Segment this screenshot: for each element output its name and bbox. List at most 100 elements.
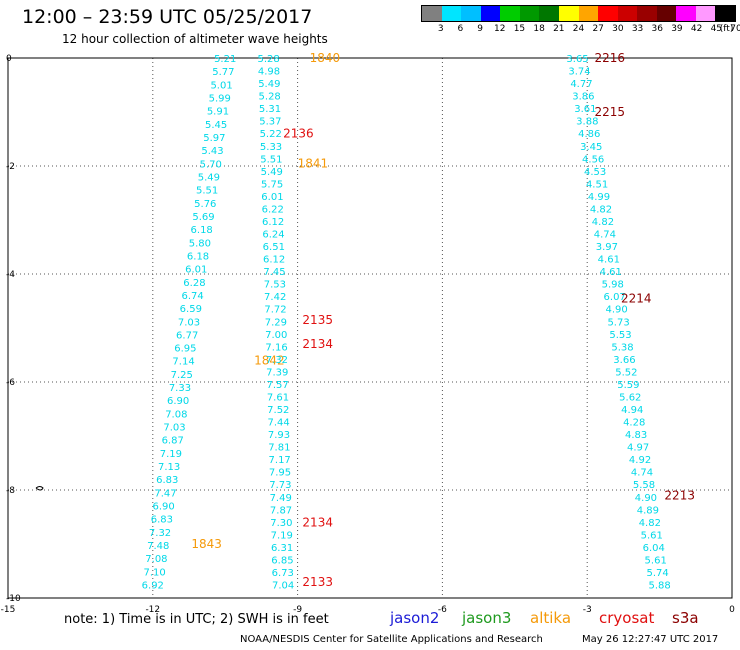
swh-value-label: 5.37 (259, 117, 281, 128)
swh-value-label: 6.18 (191, 225, 213, 236)
swh-value-label: 4.86 (578, 129, 600, 140)
y-tick-label: -4 (6, 270, 15, 280)
swh-value-label: 5.49 (198, 172, 220, 183)
legend-label: 18 (533, 24, 545, 34)
swh-value-label: 5.51 (196, 186, 218, 197)
swh-value-label: 7.30 (270, 518, 292, 529)
swh-value-label: 7.08 (165, 409, 187, 420)
swh-value-label: 7.42 (264, 292, 286, 303)
swh-value-label: 4.82 (592, 217, 614, 228)
legend-labels: 3 6 9 12 15 18 21 24 27 30 33 36 39 42 45 70 (ft) (421, 22, 740, 36)
x-tick-label: -12 (145, 605, 160, 615)
swh-value-label: 6.12 (262, 217, 284, 228)
swh-value-label: 6.74 (181, 291, 203, 302)
legend-swatch (637, 6, 657, 21)
swh-value-label: 5.43 (201, 146, 223, 157)
swh-value-label: 3.61 (574, 104, 596, 115)
swh-value-label: 6.77 (176, 330, 198, 341)
legend-swatch (715, 6, 735, 21)
legend-label: 27 (592, 24, 604, 34)
swh-value-label: 7.04 (272, 581, 294, 592)
legend-label: 15 (513, 24, 526, 34)
swh-value-label: 5.59 (617, 380, 639, 391)
swh-value-label: 6.31 (271, 543, 293, 554)
legend-color-bar (421, 5, 736, 22)
x-tick-label: 0 (729, 605, 735, 615)
x-tick-label: -9 (293, 605, 302, 615)
track-time-label: 1841 (298, 156, 329, 170)
swh-value-label: 4.97 (627, 443, 649, 454)
y-tick-label: -2 (6, 162, 15, 172)
swh-value-label: 6.90 (153, 502, 175, 513)
swh-value-label: 7.32 (266, 355, 288, 366)
mission-altika: altika (530, 609, 572, 627)
swh-value-label: 4.74 (594, 230, 616, 241)
swh-value-label: 7.93 (268, 430, 290, 441)
legend-swatch (539, 6, 559, 21)
legend-label: (ft) (719, 24, 734, 34)
swh-value-label: 5.98 (602, 280, 624, 291)
swh-value-label: 3.74 (568, 67, 590, 78)
swh-value-label: 5.52 (615, 367, 637, 378)
swh-value-label: 6.12 (263, 255, 285, 266)
swh-value-label: 7.19 (160, 449, 182, 460)
swh-value-label: 7.44 (268, 418, 290, 429)
footer-timestamp: May 26 12:27:47 UTC 2017 (582, 634, 719, 645)
swh-value-label: 6.28 (183, 278, 205, 289)
swh-value-label: 6.07 (604, 292, 626, 303)
swh-value-label: 5.75 (261, 179, 283, 190)
swh-value-label: 6.85 (271, 555, 293, 566)
swh-value-label: 5.22 (260, 129, 282, 140)
swh-value-label: 7.32 (149, 528, 171, 539)
swh-value-label: 7.61 (267, 392, 289, 403)
swh-value-label: 5.28 (259, 92, 281, 103)
swh-value-label: 5.01 (210, 80, 232, 91)
swh-value-label: 3.97 (596, 242, 618, 253)
island-shape (35, 486, 44, 491)
legend-label: 9 (477, 24, 483, 34)
swh-value-label: 3.66 (613, 355, 635, 366)
swh-value-label: 7.73 (269, 480, 291, 491)
track-time-label: 2134 (302, 515, 333, 529)
x-tick-label: -3 (583, 605, 592, 615)
swh-value-label: 5.70 (200, 159, 222, 170)
swh-value-label: 5.21 (214, 54, 236, 65)
swh-value-label: 7.95 (269, 468, 291, 479)
legend-swatch (656, 6, 677, 21)
swh-value-label: 4.89 (637, 505, 659, 516)
swh-value-label: 7.17 (269, 455, 291, 466)
swh-value-label: 5.33 (260, 142, 282, 153)
track-time-label: 2134 (302, 337, 333, 351)
mission-jason3: jason3 (462, 609, 512, 627)
legend-label: 12 (494, 24, 506, 34)
swh-value-label: 6.83 (156, 475, 178, 486)
swh-value-label: 5.69 (192, 212, 214, 223)
swh-value-label: 7.10 (143, 567, 165, 578)
swh-value-label: 4.56 (582, 154, 604, 165)
swh-value-label: 7.13 (158, 462, 180, 473)
swh-value-label: 7.03 (178, 317, 200, 328)
swh-value-label: 5.49 (258, 79, 280, 90)
y-tick-label: -6 (6, 378, 15, 388)
map-subtitle: 12 hour collection of altimeter wave hei… (62, 32, 328, 46)
swh-value-label: 5.28 (258, 54, 280, 65)
legend-swatch (500, 6, 520, 21)
swh-value-label: 3.86 (572, 92, 594, 103)
swh-value-label: 7.14 (172, 357, 194, 368)
swh-value-label: 5.53 (609, 330, 631, 341)
swh-value-label: 5.61 (645, 555, 667, 566)
track-time-label: 2216 (594, 51, 625, 65)
swh-value-label: 7.81 (268, 443, 290, 454)
mission-cryosat: cryosat (599, 609, 655, 627)
legend-swatch (617, 6, 638, 21)
legend-label: 39 (671, 24, 683, 34)
swh-value-label: 4.77 (570, 79, 592, 90)
y-tick-label: 0 (6, 54, 12, 64)
swh-value-label: 5.76 (194, 199, 216, 210)
legend-label: 3 (437, 24, 444, 34)
track-time-label: 1842 (254, 353, 285, 367)
swh-value-label: 4.92 (629, 455, 651, 466)
track-time-label: 2214 (621, 291, 652, 305)
swh-value-label: 5.51 (260, 154, 282, 165)
